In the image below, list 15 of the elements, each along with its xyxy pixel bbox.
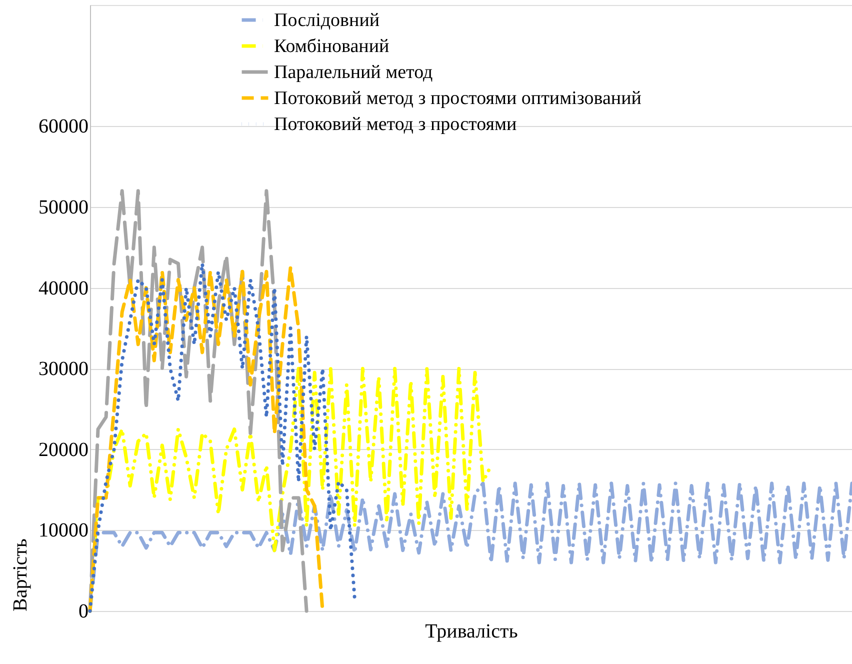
legend-label: Комбінований	[274, 36, 390, 57]
y-tick-label: 0	[78, 600, 88, 622]
y-tick-label: 30000	[38, 358, 88, 380]
y-axis-title: Вартість	[10, 538, 32, 612]
y-tick-label: 10000	[38, 520, 88, 542]
y-tick-label: 40000	[38, 277, 88, 300]
x-axis-title: Тривалість	[425, 620, 518, 642]
line-series	[88, 189, 308, 613]
legend-label: Потоковий метод з простоями	[274, 114, 517, 135]
legend-label: Потоковий метод з простоями оптимізований	[274, 88, 642, 109]
legend-label: Послідовний	[274, 10, 380, 31]
y-tick-label: 20000	[38, 438, 88, 461]
legend-label: Паралельний метод	[274, 62, 434, 83]
y-tick-label: 60000	[38, 116, 88, 138]
y-tick-label: 50000	[38, 196, 88, 218]
